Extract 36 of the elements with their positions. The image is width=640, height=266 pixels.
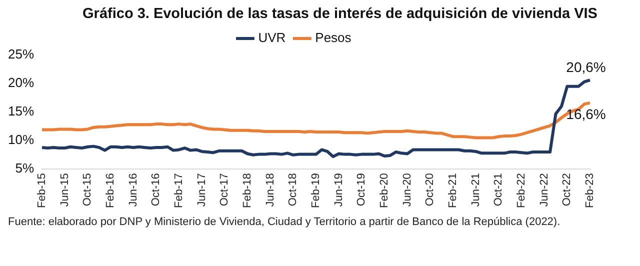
y-tick-label: 15% xyxy=(8,104,34,119)
x-tick-label: Feb-16 xyxy=(104,173,117,208)
x-tick-label: Oct-22 xyxy=(561,173,574,206)
x-tick-label: Feb-17 xyxy=(173,173,186,208)
x-tick-label: Feb-18 xyxy=(242,173,254,208)
annotation: 16,6% xyxy=(566,106,606,122)
x-tick-label: Feb-23 xyxy=(584,173,596,208)
chart-title: Gráfico 3. Evolución de las tasas de interés de adquisición de vivienda VIS xyxy=(82,5,598,22)
x-tick-label: Jun-21 xyxy=(470,173,482,207)
x-tick-label: Oct-17 xyxy=(218,173,231,206)
legend-label: UVR xyxy=(258,30,286,46)
annotation: 20,6% xyxy=(566,58,606,75)
x-tick-label: Jun-19 xyxy=(332,173,345,207)
x-tick-label: Feb-20 xyxy=(378,173,391,208)
x-tick-label: Jun-18 xyxy=(264,173,276,207)
x-tick-label: Feb-22 xyxy=(516,173,528,208)
x-tick-label: Jun-20 xyxy=(401,173,414,207)
y-tick-label: 10% xyxy=(8,132,34,148)
source-note: Fuente: elaborado por DNP y Ministerio de Vivienda, Ciudad y Territorio a partir de Banco de la República (2022). xyxy=(7,215,562,229)
x-tick-label: Jun-17 xyxy=(196,173,208,207)
x-tick-label: Jun-22 xyxy=(538,173,550,207)
x-tick-label: Oct-16 xyxy=(150,173,162,206)
y-tick-label: 20% xyxy=(8,75,34,90)
x-tick-label: Oct-20 xyxy=(424,173,436,206)
x-tick-label: Feb-21 xyxy=(447,173,460,208)
x-tick-label: Oct-15 xyxy=(82,173,94,206)
x-tick-label: Jun-16 xyxy=(127,173,140,207)
x-tick-label: Feb-19 xyxy=(310,173,322,208)
x-tick-label: Jun-15 xyxy=(58,173,71,207)
y-tick-label: 5% xyxy=(15,160,34,176)
legend-label: Pesos xyxy=(315,30,352,46)
x-tick-label: Feb-15 xyxy=(36,173,48,208)
x-tick-label: Oct-19 xyxy=(356,173,368,206)
x-tick-label: Oct-21 xyxy=(492,173,505,206)
y-tick-label: 25% xyxy=(8,46,34,62)
x-tick-label: Oct-18 xyxy=(287,173,300,206)
